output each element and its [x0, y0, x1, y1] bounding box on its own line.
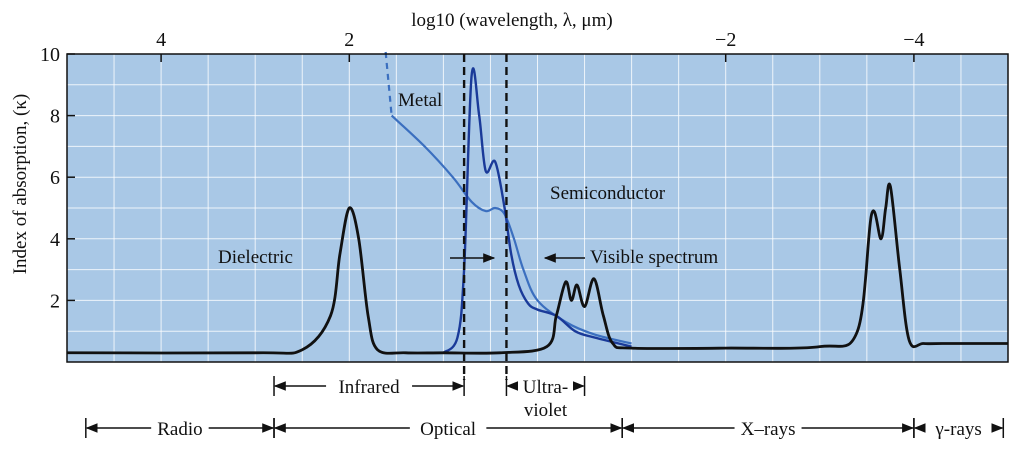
x-tick-label: 2	[344, 29, 354, 51]
grid	[66, 54, 1009, 362]
y-axis-label: Index of absorption, (κ)	[10, 94, 31, 275]
band-infrared-label: Infrared	[338, 377, 400, 398]
region-xrays: X–rays	[621, 418, 915, 440]
region-optical: Optical	[273, 418, 623, 440]
label-visible-spectrum: Visible spectrum	[590, 247, 718, 268]
x-tick-label: −2	[715, 29, 736, 51]
series-dielectric	[66, 182, 1008, 355]
x-tick-labels: 4 2 −2 −4	[156, 29, 925, 62]
region-radio: Radio	[85, 418, 275, 440]
chart-title: log10 (wavelength, λ, μm)	[411, 10, 612, 31]
y-tick-label: 4	[50, 229, 60, 251]
plot-frame	[66, 53, 1009, 363]
x-tick-label: −4	[903, 29, 924, 51]
region-radio-label: Radio	[157, 419, 202, 440]
y-tick-label: 8	[50, 106, 60, 128]
y-tick-label: 2	[50, 290, 60, 312]
y-tick-label: 10	[40, 44, 60, 66]
spectral-regions: Radio Optical X–rays γ-rays	[85, 418, 1005, 440]
region-xrays-label: X–rays	[741, 419, 796, 440]
visible-spectrum-lines	[462, 54, 508, 380]
band-ultra-label-2: violet	[524, 400, 568, 421]
series-layer	[66, 51, 1008, 355]
spectral-bands: Infrared Ultra-violet	[273, 376, 586, 421]
band-infrared: Infrared	[273, 376, 465, 398]
label-dielectric: Dielectric	[218, 247, 293, 268]
region-optical-label: Optical	[420, 419, 476, 440]
x-tick-label: 4	[156, 29, 166, 51]
band-ultra: Ultra-violet	[505, 376, 586, 421]
label-metal: Metal	[398, 90, 442, 111]
region-rays: γ-rays	[913, 418, 1005, 440]
label-semiconductor: Semiconductor	[550, 183, 666, 204]
series-semiconductor	[442, 67, 632, 354]
region-rays-label: γ-rays	[934, 419, 981, 440]
y-tick-label: 6	[50, 167, 60, 189]
series-line-semiconductor	[442, 67, 632, 354]
y-tick-labels: 2 4 6 8 10	[40, 44, 75, 312]
series-line-dielectric	[66, 182, 1008, 355]
band-ultra-label: Ultra-	[523, 377, 568, 398]
